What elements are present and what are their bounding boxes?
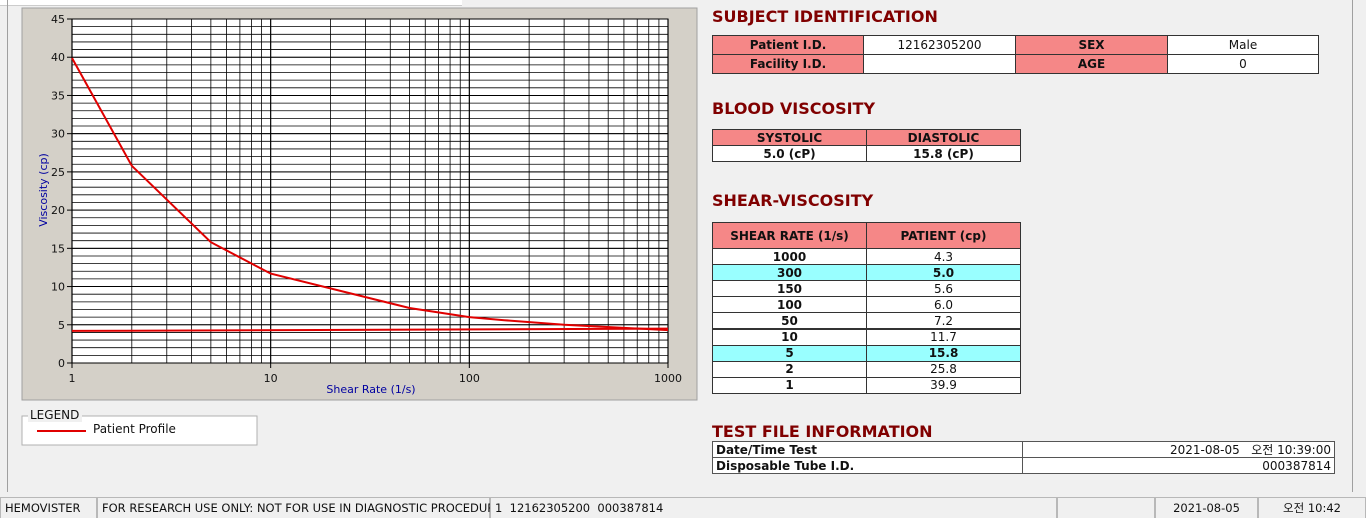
field-value [863, 54, 1016, 74]
table-cell: 150 [712, 280, 867, 298]
column-header: PATIENT (cp) [866, 222, 1021, 249]
field-value: 12162305200 [863, 35, 1016, 55]
status-cell: 오전 10:42 [1258, 497, 1366, 518]
section-title: SUBJECT IDENTIFICATION [712, 7, 938, 26]
table-cell: 1 [712, 376, 867, 394]
table-cell: 15.8 [866, 344, 1021, 362]
x-tick-label: 10 [264, 372, 278, 385]
data-line [71, 57, 669, 332]
status-empty [1057, 497, 1155, 518]
y-tick-label: 35 [51, 89, 65, 102]
field-label: Facility I.D. [712, 54, 864, 74]
y-tick-label: 25 [51, 166, 65, 179]
status-cell: FOR RESEARCH USE ONLY: NOT FOR USE IN DI… [97, 497, 510, 518]
value-cell: 5.0 (cP) [712, 145, 867, 162]
status-cell: 1 12162305200 000387814 [490, 497, 1057, 518]
table-cell: 300 [712, 264, 867, 282]
table-cell: 5.0 [866, 264, 1021, 282]
field-value: Male [1167, 35, 1319, 55]
x-tick-label: 1000 [654, 372, 682, 385]
data-line [71, 327, 669, 332]
value-cell: 15.8 (cP) [866, 145, 1021, 162]
plot-area [71, 18, 669, 364]
legend-entry: Patient Profile [93, 422, 176, 436]
right-border [1352, 0, 1353, 492]
section-title: SHEAR-VISCOSITY [712, 191, 874, 210]
field-value: 000387814 [1022, 457, 1335, 474]
table-cell: 100 [712, 296, 867, 314]
y-tick-label: 45 [51, 13, 65, 26]
field-label: Disposable Tube I.D. [712, 457, 1023, 474]
column-header: DIASTOLIC [866, 129, 1021, 146]
column-header: SHEAR RATE (1/s) [712, 222, 867, 249]
legend-title: LEGEND [30, 408, 79, 422]
y-tick-label: 30 [51, 128, 65, 141]
section-title: TEST FILE INFORMATION [712, 422, 933, 441]
table-cell: 39.9 [866, 376, 1021, 394]
table-cell: 5.6 [866, 280, 1021, 298]
y-tick-label: 15 [51, 242, 65, 255]
table-cell: 6.0 [866, 296, 1021, 314]
table-cell: 25.8 [866, 360, 1021, 378]
status-cell: HEMOVISTER [0, 497, 97, 518]
table-cell: 11.7 [866, 328, 1021, 346]
x-tick-label: 1 [69, 372, 76, 385]
left-border [7, 0, 8, 492]
table-cell: 1000 [712, 248, 867, 266]
top-strip [0, 0, 462, 6]
x-axis-label: Shear Rate (1/s) [326, 383, 415, 396]
field-label: SEX [1015, 35, 1168, 55]
table-cell: 2 [712, 360, 867, 378]
field-value: 0 [1167, 54, 1319, 74]
table-cell: 4.3 [866, 248, 1021, 266]
y-tick-label: 40 [51, 51, 65, 64]
field-label: AGE [1015, 54, 1168, 74]
y-axis-label: Viscosity (cp) [37, 153, 50, 227]
section-title: BLOOD VISCOSITY [712, 99, 876, 118]
y-tick-label: 0 [58, 357, 65, 370]
table-cell: 5 [712, 344, 867, 362]
legend-title-bg [28, 409, 82, 422]
status-cell: 2021-08-05 [1155, 497, 1258, 518]
y-tick-label: 10 [51, 281, 65, 294]
table-cell: 10 [712, 328, 867, 346]
x-tick-label: 100 [459, 372, 480, 385]
column-header: SYSTOLIC [712, 129, 867, 146]
field-label: Patient I.D. [712, 35, 864, 55]
field-label: Date/Time Test [712, 441, 1023, 458]
y-tick-label: 5 [58, 319, 65, 332]
chart: Shear Rate (1/s) Viscosity (cp) LEGEND P… [21, 7, 698, 446]
field-value: 2021-08-05 오전 10:39:00 [1022, 441, 1335, 458]
y-tick-label: 20 [51, 204, 65, 217]
table-cell: 50 [712, 312, 867, 330]
table-cell: 7.2 [866, 312, 1021, 330]
